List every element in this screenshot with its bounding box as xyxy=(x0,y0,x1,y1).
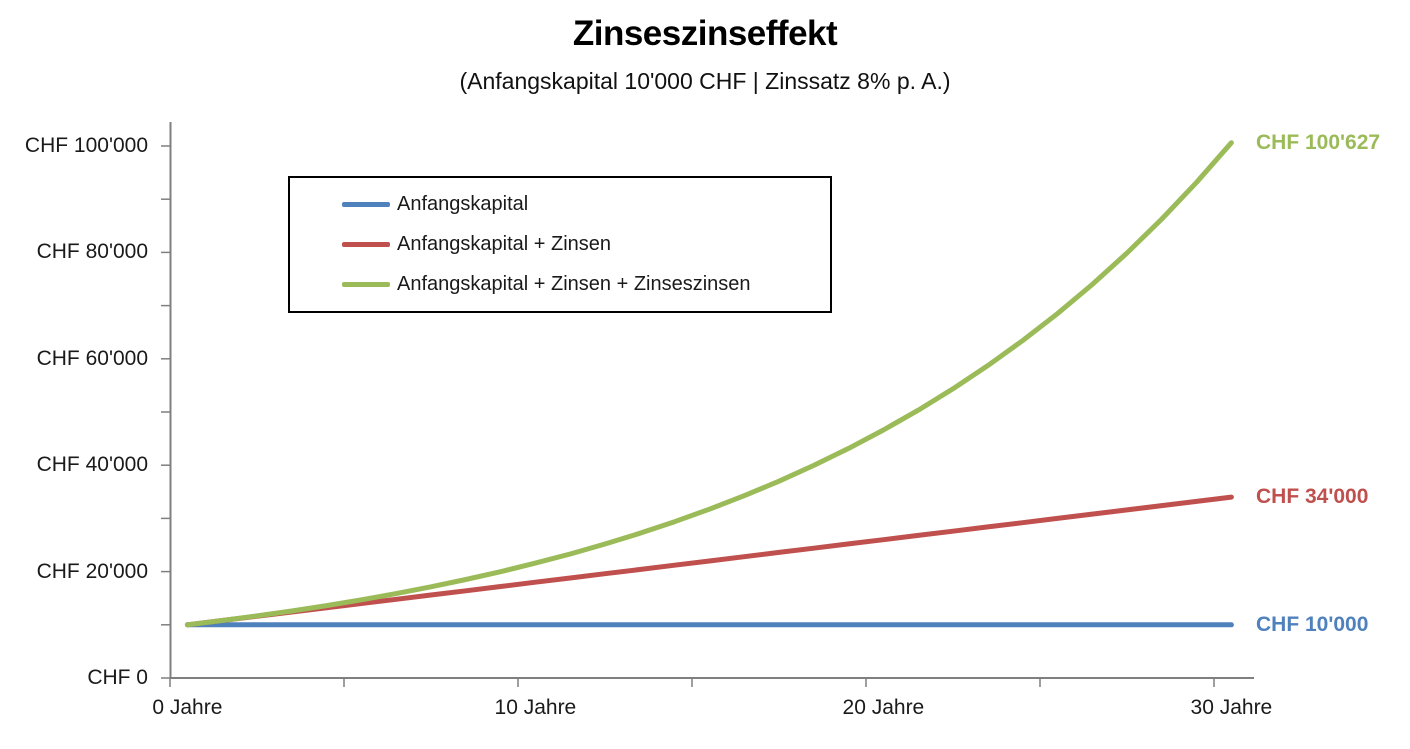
legend-item-anfangskapital: Anfangskapital xyxy=(290,192,830,218)
legend-swatch-blue-line-icon xyxy=(342,202,390,208)
x-axis-label: 30 Jahre xyxy=(1190,696,1273,719)
y-axis-label: CHF 0 xyxy=(87,666,148,689)
legend-label: Anfangskapital + Zinsen + Zinseszinsen xyxy=(397,272,751,295)
y-axis-label: CHF 100'000 xyxy=(24,134,148,157)
series-line-1 xyxy=(184,494,1234,628)
series-line-2 xyxy=(184,140,1234,628)
legend-label: Anfangskapital xyxy=(397,193,529,216)
y-axis-label: CHF 20'000 xyxy=(36,559,148,583)
y-axis-label: CHF 40'000 xyxy=(36,453,148,477)
y-axis-label: CHF 60'000 xyxy=(36,346,148,370)
chart-title: Zinseszinseffekt xyxy=(572,14,838,53)
y-axis-label: CHF 80'000 xyxy=(36,240,148,264)
x-axis-label: 0 Jahre xyxy=(152,696,223,719)
chart-subtitle: (Anfangskapital 10'000 CHF | Zinssatz 8%… xyxy=(459,68,951,94)
end-label-green-series: CHF 100'627 xyxy=(1256,130,1381,154)
end-label-red-series: CHF 34'000 xyxy=(1256,485,1369,509)
legend-item-anfangskapital-zinsen-zinseszinsen: Anfangskapital + Zinsen + Zinseszinsen xyxy=(290,271,830,297)
legend-box: Anfangskapital Anfangskapital + Zinsen A… xyxy=(288,176,832,313)
legend-item-anfangskapital-zinsen: Anfangskapital + Zinsen xyxy=(290,232,830,258)
end-label-blue-series: CHF 10'000 xyxy=(1256,612,1369,636)
x-axis-label: 10 Jahre xyxy=(494,696,577,719)
x-axis-label: 20 Jahre xyxy=(842,696,925,719)
legend-label: Anfangskapital + Zinsen xyxy=(397,233,612,255)
legend-swatch-green-line-icon xyxy=(342,281,390,287)
legend-swatch-red-line-icon xyxy=(342,242,390,247)
